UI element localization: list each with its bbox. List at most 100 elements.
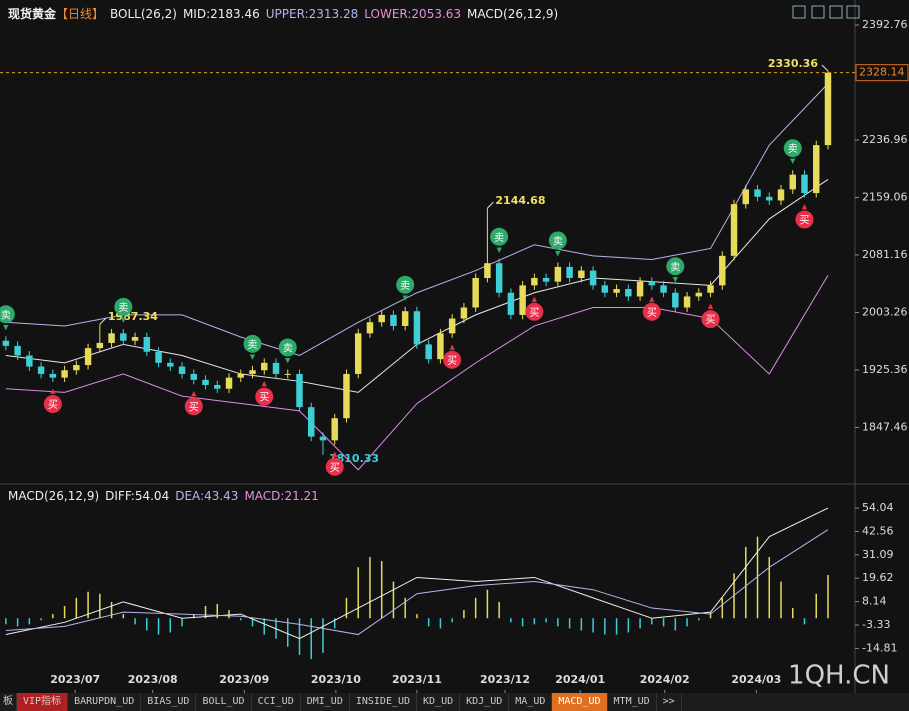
candle-body xyxy=(695,292,703,297)
candle-body xyxy=(507,292,515,315)
tab[interactable]: MACD_UD xyxy=(552,693,608,711)
signal-label: 卖 xyxy=(283,343,293,355)
y-tick-label: 31.09 xyxy=(862,548,894,561)
candle-body xyxy=(636,281,644,297)
candle-body xyxy=(354,333,362,374)
candle-body xyxy=(613,289,620,293)
candle-body xyxy=(96,342,104,349)
signal-arrows: ▲ xyxy=(262,380,268,388)
macd-bar xyxy=(580,618,583,631)
macd-bar xyxy=(122,614,125,619)
icon[interactable] xyxy=(829,5,843,19)
boll-line xyxy=(5,275,829,471)
macd-bar xyxy=(510,618,512,623)
signal: 卖▼ xyxy=(0,305,15,331)
hist: MACD:21.21 xyxy=(244,489,318,503)
macd-bar xyxy=(557,618,559,627)
candle-body xyxy=(143,337,151,352)
candle-body xyxy=(84,348,92,366)
signal: 卖▼ xyxy=(548,231,567,257)
signal-arrows: ▲ xyxy=(802,203,808,211)
dea: DEA:43.43 xyxy=(175,489,238,503)
candle-body xyxy=(601,285,609,293)
candle-body xyxy=(190,373,198,380)
candle-body xyxy=(214,385,221,389)
macd-bar xyxy=(240,618,242,621)
y-tick-label: 54.04 xyxy=(862,501,894,514)
tab[interactable]: KDJ_UD xyxy=(460,693,510,711)
icon[interactable] xyxy=(846,5,860,19)
y-tick-label: 2081.16 xyxy=(862,248,908,261)
signal-arrows: ▼ xyxy=(285,357,291,365)
y-tick-label: 1925.36 xyxy=(862,363,908,376)
side-label: 板 xyxy=(0,693,17,711)
candle-body xyxy=(495,263,503,293)
candle-body xyxy=(73,365,80,371)
macd-bar xyxy=(721,597,724,619)
tab[interactable]: BOLL_UD xyxy=(196,693,252,711)
tab[interactable]: >> xyxy=(657,693,682,711)
macd-bar xyxy=(134,618,136,625)
macd-bar xyxy=(110,601,113,619)
macd-bar xyxy=(87,591,89,619)
macd-bar xyxy=(322,618,324,653)
signal-badge xyxy=(396,275,415,294)
macd-bar xyxy=(439,618,442,629)
signal-badge xyxy=(325,457,344,476)
icon[interactable] xyxy=(811,5,825,19)
macd-bar xyxy=(803,618,806,625)
tab[interactable]: KD_UD xyxy=(417,693,461,711)
candle-body xyxy=(131,337,139,341)
annotation-leader xyxy=(821,64,829,72)
signal-badge xyxy=(443,350,462,369)
candle-body xyxy=(390,314,397,326)
macd-bar xyxy=(486,589,489,619)
macd-bar xyxy=(146,618,148,631)
macd-line xyxy=(5,529,829,636)
value: 2183.46 xyxy=(210,6,260,21)
value: 54.04 xyxy=(134,489,170,503)
macd-bar xyxy=(827,574,829,619)
tab[interactable]: BARUPDN_UD xyxy=(68,693,142,711)
annotation-leader xyxy=(487,201,494,209)
tab[interactable]: DMI_UD xyxy=(301,693,350,711)
candle-body xyxy=(484,263,491,278)
candle-body xyxy=(554,266,562,282)
signal-arrows: ▼ xyxy=(790,157,796,165)
candle-body xyxy=(660,285,667,293)
tab[interactable]: INSIDE_UD xyxy=(350,693,418,711)
high-annotation: 2330.36 xyxy=(768,57,818,70)
signal: 买▲ xyxy=(43,387,62,414)
signal-label: 买 xyxy=(647,307,657,319)
tab[interactable]: VIP指标 xyxy=(17,693,69,711)
signal-badge xyxy=(666,257,685,276)
signal: 卖▼ xyxy=(783,139,802,165)
candle-body xyxy=(296,373,303,408)
signal-arrows: ▲ xyxy=(532,295,538,303)
candle-body xyxy=(61,370,68,378)
tab[interactable]: MA_UD xyxy=(509,693,553,711)
x-tick-label: 2023/09 xyxy=(219,673,269,686)
x-tick-label: 2023/11 xyxy=(392,673,442,686)
candle-body xyxy=(261,362,268,371)
tab[interactable]: CCI_UD xyxy=(252,693,301,711)
candle-body xyxy=(625,289,632,297)
signal-arrows: ▲ xyxy=(50,387,56,395)
candle-body xyxy=(26,355,33,367)
candle-body xyxy=(437,333,444,360)
signal-badge xyxy=(0,305,15,324)
boll-lower: LOWER:2053.63 xyxy=(364,7,461,21)
tab[interactable]: BIAS_UD xyxy=(141,693,197,711)
macd-bar xyxy=(545,618,547,623)
icon[interactable] xyxy=(792,5,806,19)
tab[interactable]: MTM_UD xyxy=(608,693,657,711)
macd-label: MACD(26,12,9) xyxy=(467,6,559,21)
macd-bar xyxy=(521,618,524,627)
macd-bar xyxy=(756,536,759,619)
y-tick-label: 2003.26 xyxy=(862,305,908,318)
toolbar-icons[interactable] xyxy=(792,5,860,19)
macd-bar xyxy=(99,593,101,619)
signal: 卖▼ xyxy=(666,257,685,283)
watermark: 1QH.CN xyxy=(788,661,890,691)
candle-body xyxy=(824,72,832,146)
